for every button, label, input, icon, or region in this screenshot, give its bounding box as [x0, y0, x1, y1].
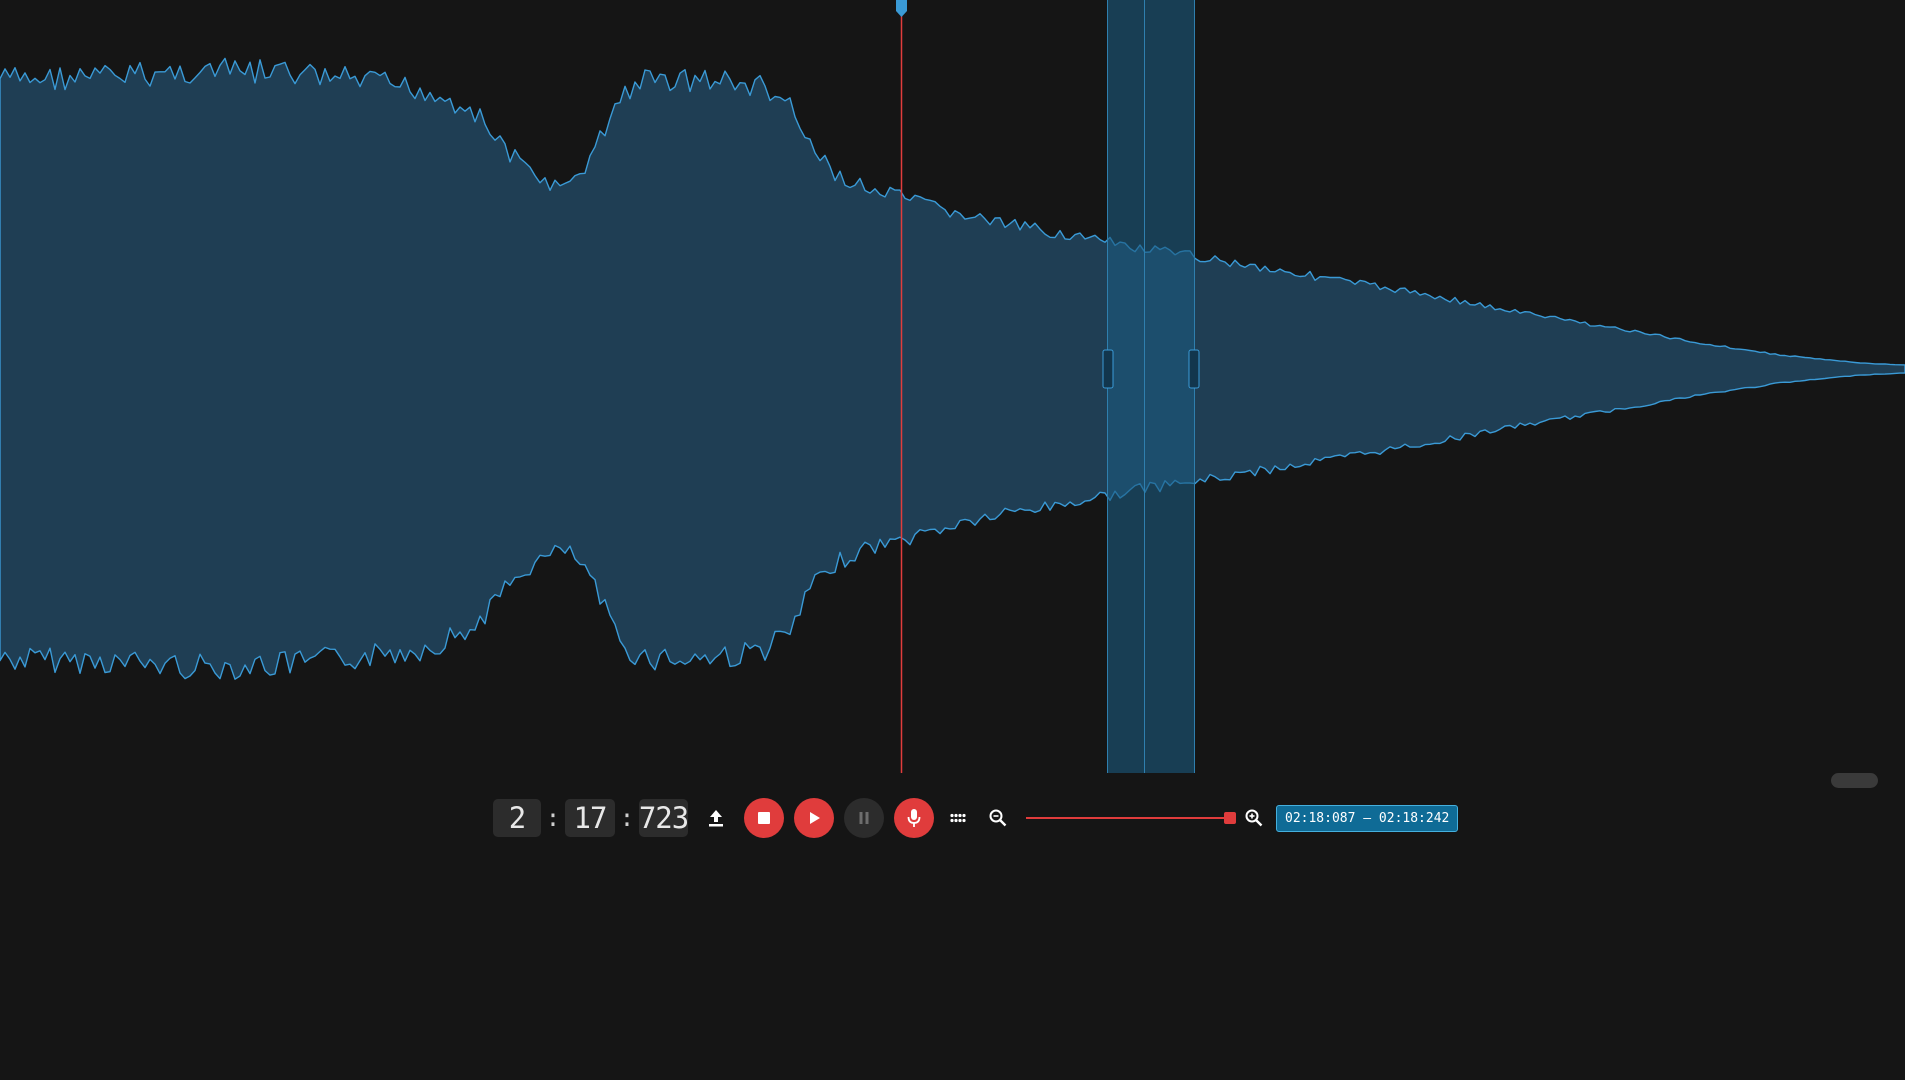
record-button[interactable] [894, 798, 934, 838]
waveform-shape [0, 57, 1905, 680]
time-separator: : [619, 804, 635, 832]
playhead-marker[interactable] [896, 0, 907, 17]
zoom-out-button[interactable] [986, 806, 1010, 830]
upload-icon [709, 810, 723, 827]
zoom-slider-track [1026, 817, 1236, 819]
zoom-out-icon [989, 809, 1007, 827]
waveform-canvas[interactable] [0, 0, 1905, 773]
stop-icon [758, 812, 770, 824]
time-seconds[interactable]: 17 [565, 799, 615, 837]
zoom-slider-handle[interactable] [1224, 812, 1236, 824]
waveform-view[interactable] [0, 0, 1905, 773]
play-icon [810, 812, 820, 824]
selection-range-badge: 02:18:087 – 02:18:242 [1276, 804, 1459, 832]
zoom-in-icon [1245, 809, 1263, 827]
time-separator: : [545, 804, 561, 832]
pause-icon [859, 812, 869, 824]
more-options-button[interactable] [946, 806, 970, 830]
time-minutes[interactable]: 2 [493, 799, 541, 837]
dots-grid-icon [950, 813, 966, 823]
time-milliseconds[interactable]: 723 [638, 799, 689, 837]
microphone-icon [907, 809, 921, 827]
upload-button[interactable] [703, 805, 729, 831]
pause-button[interactable] [844, 798, 884, 838]
play-button[interactable] [794, 798, 834, 838]
horizontal-scrollbar-thumb[interactable] [1831, 773, 1878, 788]
zoom-in-button[interactable] [1242, 806, 1266, 830]
zoom-slider[interactable] [1026, 808, 1236, 828]
region-end-handle[interactable] [1188, 349, 1200, 389]
stop-button[interactable] [744, 798, 784, 838]
selected-region[interactable] [1107, 0, 1195, 773]
transport-toolbar: 2 : 17 : 723 [493, 797, 1459, 839]
region-start-handle[interactable] [1102, 349, 1114, 389]
